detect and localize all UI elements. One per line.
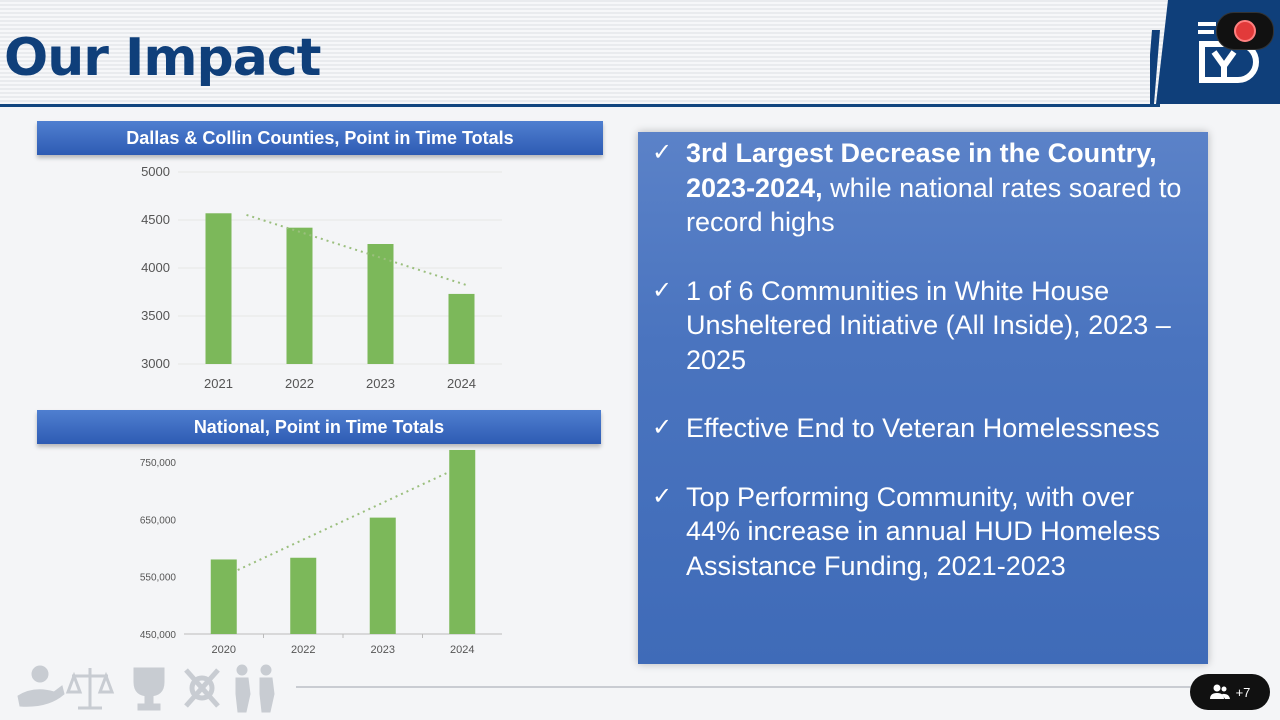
y-tick-label: 4000 [141, 260, 170, 275]
chart-title-national: National, Point in Time Totals [37, 410, 601, 444]
impact-bullet: ✓ Top Performing Community, with over 44… [652, 480, 1188, 584]
x-tick-label: 2024 [447, 376, 476, 391]
bar [448, 293, 475, 364]
people-icon [235, 664, 275, 713]
participants-icon [1209, 684, 1230, 699]
y-tick-label: 4500 [141, 212, 170, 227]
y-tick-label: 550,000 [140, 573, 177, 584]
bar [369, 517, 396, 634]
bullet-emphasis: 3rd Largest Decrease in the Country, 202… [686, 138, 1157, 203]
x-tick-label: 2021 [204, 376, 233, 391]
impact-bullet: ✓ 1 of 6 Communities in White House Unsh… [652, 274, 1188, 378]
bar [286, 227, 313, 364]
x-tick-label: 2023 [366, 376, 395, 391]
bar-chart-dallas: 3000 3500 4000 4500 5000 2021 2022 2023 2024 [141, 164, 502, 391]
y-tick-label: 750,000 [140, 458, 177, 469]
checkmark-icon: ✓ [652, 414, 673, 441]
bullet-text: Effective End to Veteran Homelessness [686, 413, 1160, 443]
bullet-text: Top Performing Community, with over 44% … [686, 481, 1161, 581]
x-tick-label: 2023 [371, 644, 395, 656]
helping-hand-icon [17, 665, 65, 707]
scales-of-justice-icon [65, 668, 115, 710]
footer-icons [17, 664, 275, 713]
x-tick-label: 2022 [291, 644, 315, 656]
x-tick-label: 2024 [450, 644, 474, 656]
participants-button[interactable]: +7 [1190, 674, 1270, 710]
partnership-icon [184, 668, 220, 708]
header-band [0, 0, 1280, 104]
bar [205, 213, 232, 364]
bullet-text: while national rates soared to record hi… [686, 172, 1182, 238]
bar [210, 559, 237, 634]
trendline [237, 471, 449, 571]
bar [449, 449, 476, 634]
record-icon [1234, 20, 1256, 42]
checkmark-icon: ✓ [652, 139, 673, 166]
participants-count: +7 [1235, 684, 1251, 700]
y-tick-label: 3000 [141, 356, 170, 371]
y-tick-label: 3500 [141, 308, 170, 323]
checkmark-icon: ✓ [652, 276, 673, 304]
bullet-text: 1 of 6 Communities in White House Unshel… [686, 275, 1171, 375]
checkmark-icon: ✓ [652, 482, 673, 510]
recording-indicator[interactable] [1216, 12, 1274, 50]
bar-chart-national: 450,000 550,000 650,000 750,000 2020 2022 2023… [140, 449, 502, 656]
impact-panel: ✓ 3rd Largest Decrease in the Country, 2… [638, 132, 1208, 664]
y-tick-label: 650,000 [140, 515, 177, 526]
header-divider [0, 104, 1160, 107]
y-tick-label: 5000 [141, 164, 170, 179]
impact-bullet: ✓ 3rd Largest Decrease in the Country, 2… [652, 136, 1188, 240]
chart-title-dallas: Dallas & Collin Counties, Point in Time … [37, 121, 603, 155]
x-tick-label: 2022 [285, 376, 314, 391]
trendline [246, 213, 468, 287]
footer-divider [296, 686, 1200, 688]
trophy-icon [133, 667, 165, 711]
bar [367, 244, 394, 364]
x-tick-label: 2020 [212, 644, 236, 656]
y-tick-label: 450,000 [140, 630, 177, 641]
slide-title: Our Impact [4, 28, 321, 88]
impact-bullet: ✓ Effective End to Veteran Homelessness [652, 411, 1188, 446]
bar [290, 557, 317, 634]
